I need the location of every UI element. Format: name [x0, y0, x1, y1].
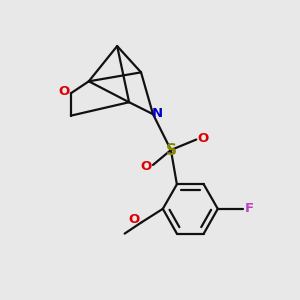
Text: O: O: [129, 213, 140, 226]
Text: S: S: [166, 143, 177, 158]
Text: N: N: [152, 107, 163, 120]
Text: O: O: [59, 85, 70, 98]
Text: F: F: [244, 202, 254, 215]
Text: O: O: [197, 132, 208, 145]
Text: O: O: [141, 160, 152, 173]
